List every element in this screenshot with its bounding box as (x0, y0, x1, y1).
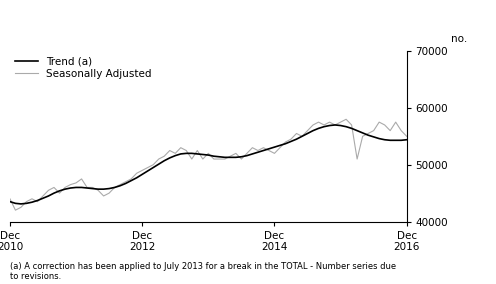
Legend: Trend (a), Seasonally Adjusted: Trend (a), Seasonally Adjusted (15, 56, 152, 79)
Text: (a) A correction has been applied to July 2013 for a break in the TOTAL - Number: (a) A correction has been applied to Jul… (10, 262, 396, 281)
Text: no.: no. (451, 34, 468, 44)
